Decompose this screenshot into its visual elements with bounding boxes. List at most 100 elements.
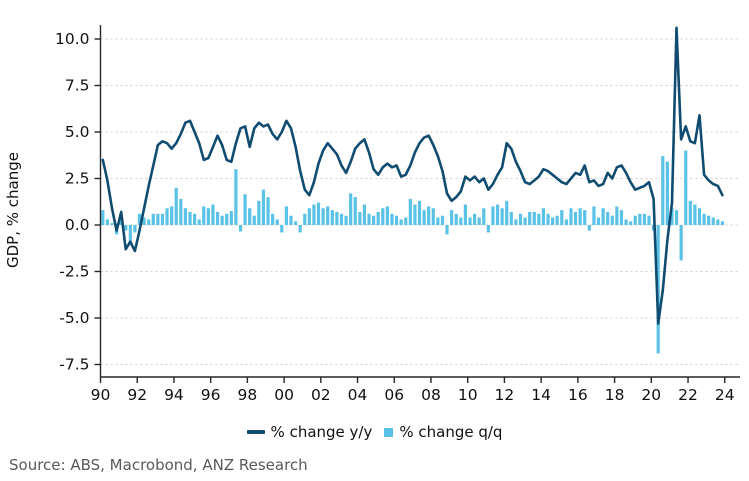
x-tick-label: 08 <box>421 386 441 404</box>
x-tick-label: 14 <box>531 386 551 404</box>
legend: % change y/y % change q/q <box>0 423 749 441</box>
qq-bar <box>702 213 706 225</box>
qq-bar <box>174 187 178 225</box>
qq-bar <box>202 206 206 225</box>
yy-line <box>101 26 724 325</box>
chart-canvas: 10.0 7.5 5.0 2.5 0.0 -2.5 -5.0 -7.590 92 94 96 98 00… <box>55 25 740 404</box>
qq-bar <box>192 213 197 225</box>
qq-bar <box>505 200 509 225</box>
y-axis-title-text: GDP, % change <box>4 152 23 268</box>
line-swatch-icon <box>246 430 265 434</box>
qq-bar <box>170 206 174 225</box>
qq-bar <box>459 217 463 225</box>
qq-bar <box>606 211 610 225</box>
legend-label-qoq: % change q/q <box>399 423 503 441</box>
qq-bar <box>482 208 486 225</box>
qq-bar <box>404 217 408 225</box>
qq-bar <box>431 208 435 225</box>
qq-bar <box>183 208 188 225</box>
qq-bar <box>133 225 137 233</box>
qq-bar <box>151 213 155 225</box>
qq-bar <box>578 208 582 225</box>
qq-bar <box>257 200 261 225</box>
y-tick-label: -7.5 <box>59 356 89 374</box>
qq-bar <box>413 204 417 225</box>
qq-bar <box>463 204 468 225</box>
x-tick-label: 02 <box>311 386 331 404</box>
qq-bar <box>436 217 440 225</box>
qq-bar <box>197 219 201 225</box>
qq-bar <box>477 217 481 225</box>
qq-bar <box>720 221 725 225</box>
x-tick-label: 98 <box>238 386 258 404</box>
qq-bar <box>642 213 647 225</box>
qq-bar <box>610 215 614 225</box>
qq-bar <box>523 217 527 225</box>
legend-item-qoq: % change q/q <box>384 423 502 441</box>
qq-bar <box>518 213 523 225</box>
qq-bar <box>179 198 183 225</box>
qq-bar <box>188 211 192 225</box>
qq-bar <box>629 221 633 225</box>
qq-bar <box>394 215 399 225</box>
x-tick-label: 04 <box>348 386 368 404</box>
qq-bar <box>647 215 651 225</box>
qq-bar <box>238 225 243 232</box>
qq-bar <box>289 215 293 225</box>
qq-bar <box>670 208 674 225</box>
qq-bar <box>716 219 720 225</box>
x-tick-label: 92 <box>127 386 147 404</box>
y-tick-label: 10.0 <box>55 30 90 48</box>
qq-bar <box>693 204 697 225</box>
qq-bar <box>275 219 279 225</box>
qq-bar <box>137 213 142 225</box>
qq-bar <box>376 211 380 225</box>
x-tick-label: 90 <box>91 386 111 404</box>
qq-bar <box>491 206 495 225</box>
y-tick-label: -2.5 <box>59 263 89 281</box>
qq-bar <box>339 213 344 225</box>
x-tick-label: 10 <box>458 386 478 404</box>
qq-bar <box>160 213 165 225</box>
qq-bar <box>684 150 688 225</box>
qq-bar <box>495 204 500 225</box>
qq-bar <box>427 206 431 225</box>
qq-bar <box>372 215 376 225</box>
qq-bar <box>124 225 128 231</box>
x-tick-label: 24 <box>715 386 735 404</box>
qq-bar <box>367 213 371 225</box>
qq-bar <box>344 215 348 225</box>
qq-bar <box>417 200 422 225</box>
y-axis-title: GDP, % change <box>0 40 26 380</box>
qq-bar <box>528 211 532 225</box>
qq-bar <box>220 215 224 225</box>
qq-bar <box>312 204 316 225</box>
qq-bar <box>326 206 330 225</box>
qq-bar <box>486 225 490 233</box>
qq-bar <box>381 208 385 225</box>
qq-bar <box>165 208 169 225</box>
qq-bar <box>661 156 665 225</box>
legend-label-yoy: % change y/y <box>270 423 373 441</box>
y-tick-label: -5.0 <box>59 309 89 327</box>
qq-bar <box>560 210 564 225</box>
x-tick-label: 94 <box>164 386 184 404</box>
qq-bar <box>472 213 477 225</box>
qq-bar <box>293 221 298 225</box>
qq-bar <box>105 219 109 225</box>
qq-bar <box>450 210 454 225</box>
qq-bar <box>454 213 458 225</box>
qq-bar <box>587 225 591 231</box>
qq-bar <box>688 200 692 225</box>
qq-bar <box>215 211 220 225</box>
qq-bar <box>252 215 256 225</box>
qq-bar <box>500 208 504 225</box>
qq-bar <box>697 208 702 225</box>
qq-bar <box>537 213 541 225</box>
qq-bar <box>211 204 215 225</box>
qq-bar <box>303 213 307 225</box>
qq-bar <box>358 211 362 225</box>
x-tick-label: 96 <box>201 386 221 404</box>
qq-bar <box>142 217 146 225</box>
qq-bar <box>509 211 513 225</box>
